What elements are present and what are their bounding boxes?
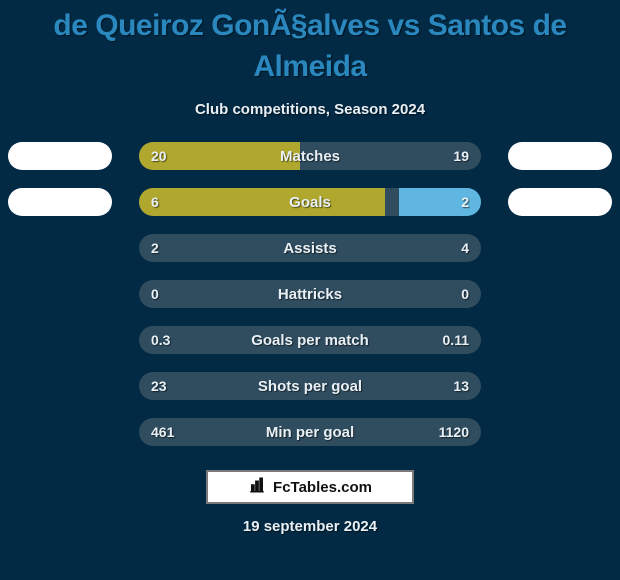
stat-label: Goals per match <box>139 326 481 354</box>
player-left-pill <box>8 188 112 216</box>
player-right-pill <box>508 142 612 170</box>
player-left-pill <box>8 142 112 170</box>
stat-bar: 00Hattricks <box>139 280 481 308</box>
stat-row: 2019Matches <box>0 142 620 170</box>
stats-list: 2019Matches 62Goals 24Assists 00Hattricks 0.… <box>0 142 620 446</box>
stat-bar: 4611120Min per goal <box>139 418 481 446</box>
stat-bar: 0.30.11Goals per match <box>139 326 481 354</box>
subtitle: Club competitions, Season 2024 <box>0 101 620 118</box>
stat-label: Goals <box>139 188 481 216</box>
stat-row: 0.30.11Goals per match <box>0 326 620 354</box>
source-badge: FcTables.com <box>206 470 414 504</box>
page-title: de Queiroz GonÃ§alves vs Santos de Almei… <box>0 6 620 87</box>
stat-label: Min per goal <box>139 418 481 446</box>
stat-bar: 2313Shots per goal <box>139 372 481 400</box>
stat-row: 4611120Min per goal <box>0 418 620 446</box>
stat-row: 00Hattricks <box>0 280 620 308</box>
footer-date: 19 september 2024 <box>0 518 620 535</box>
player-right-pill <box>508 188 612 216</box>
bar-chart-icon <box>248 476 266 498</box>
stat-bar: 2019Matches <box>139 142 481 170</box>
stat-label: Assists <box>139 234 481 262</box>
stat-label: Hattricks <box>139 280 481 308</box>
source-label: FcTables.com <box>273 479 372 496</box>
stat-row: 24Assists <box>0 234 620 262</box>
stat-row: 62Goals <box>0 188 620 216</box>
stat-bar: 62Goals <box>139 188 481 216</box>
stat-bar: 24Assists <box>139 234 481 262</box>
stat-label: Matches <box>139 142 481 170</box>
comparison-infographic: de Queiroz GonÃ§alves vs Santos de Almei… <box>0 0 620 580</box>
stat-row: 2313Shots per goal <box>0 372 620 400</box>
stat-label: Shots per goal <box>139 372 481 400</box>
